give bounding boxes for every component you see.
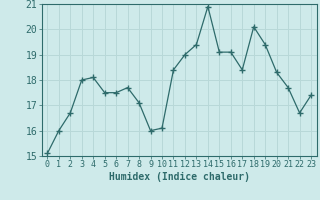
X-axis label: Humidex (Indice chaleur): Humidex (Indice chaleur) bbox=[109, 172, 250, 182]
